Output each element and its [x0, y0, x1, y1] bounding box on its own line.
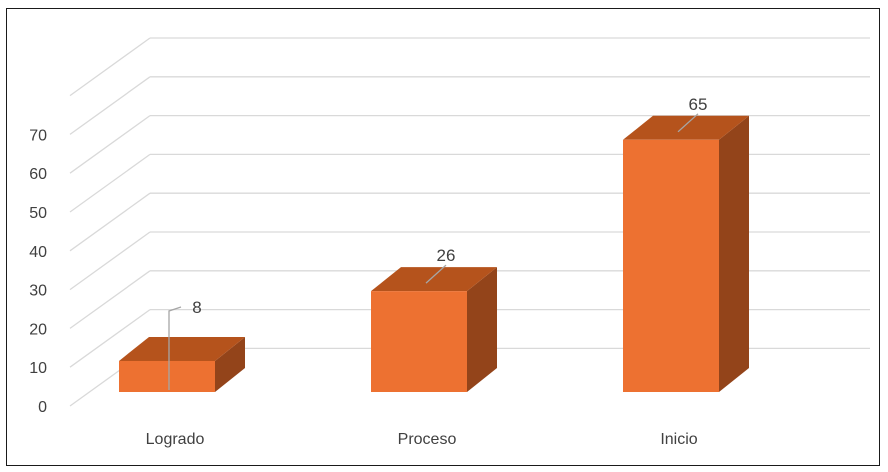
bar-logrado [119, 336, 245, 392]
bar-front [371, 291, 467, 392]
gridline-diagonal [69, 153, 151, 213]
bar-top [371, 267, 497, 292]
gridline-diagonal [69, 231, 151, 291]
data-label-leader [425, 264, 447, 284]
data-label-leader [677, 113, 699, 133]
bar-front [623, 139, 719, 392]
y-tick-label: 30 [29, 283, 47, 300]
category-label: Proceso [398, 431, 457, 448]
y-tick-label: 10 [29, 360, 47, 377]
bar-proceso [371, 267, 497, 392]
gridline-diagonal [69, 37, 151, 97]
gridline-diagonal [69, 309, 151, 368]
y-axis-ticks: 0 10 20 30 40 50 60 70 [29, 127, 47, 416]
y-tick-label: 20 [29, 321, 47, 338]
gridline-diagonal [69, 192, 151, 252]
bar-top [623, 115, 749, 140]
bar-side [719, 115, 749, 393]
gridline-diagonal [69, 115, 151, 174]
bar-side [215, 336, 245, 392]
y-tick-label: 70 [29, 127, 47, 144]
category-label: Logrado [146, 431, 205, 448]
bar-top [119, 336, 245, 361]
bar-inicio [623, 115, 749, 393]
gridline-diagonal [69, 270, 151, 329]
gridline-diagonal [69, 76, 151, 135]
y-tick-label: 40 [29, 244, 47, 261]
bar-front [119, 360, 215, 392]
data-labels: 8 26 65 [168, 95, 708, 390]
bars [119, 115, 749, 393]
data-label-leader [168, 306, 182, 390]
bar-side [467, 267, 497, 392]
y-tick-label: 50 [29, 205, 47, 222]
y-tick-label: 60 [29, 166, 47, 183]
category-label: Inicio [660, 431, 697, 448]
y-tick-label: 0 [38, 399, 47, 416]
category-labels: Logrado Proceso Inicio [146, 431, 698, 448]
data-label: 26 [437, 246, 456, 265]
data-label: 8 [192, 298, 201, 317]
data-label: 65 [689, 95, 708, 114]
